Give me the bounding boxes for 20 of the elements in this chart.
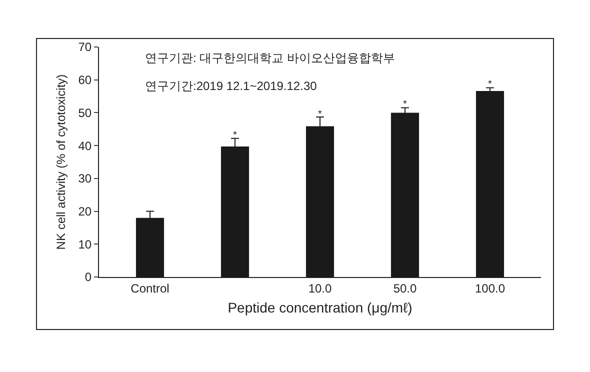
annotation: 연구기간:2019 12.1~2019.12.30 bbox=[145, 79, 318, 93]
y-tick-label: 60 bbox=[78, 73, 92, 88]
y-tick-label: 0 bbox=[84, 270, 92, 284]
y-tick-label: 30 bbox=[78, 172, 92, 186]
annotation: * bbox=[403, 99, 407, 110]
y-tick-label: 10 bbox=[78, 237, 92, 252]
x-tick-label: 100.0 bbox=[474, 281, 506, 296]
x-tick-label: 50.0 bbox=[393, 281, 417, 296]
x-tick-label: 10.0 bbox=[308, 281, 332, 296]
x-axis-title: Peptide concentration (μg/mℓ) bbox=[228, 300, 412, 316]
annotation: * bbox=[488, 79, 492, 90]
y-axis-title: NK cell activity (% of cytotoxicity) bbox=[54, 74, 68, 250]
y-tick-label: 50 bbox=[78, 106, 92, 120]
y-tick-label: 20 bbox=[78, 204, 92, 218]
y-tick-label: 70 bbox=[78, 40, 92, 54]
annotation: * bbox=[233, 130, 237, 141]
annotation: 연구기관: 대구한의대학교 바이오산업융합학부 bbox=[145, 51, 396, 65]
y-tick-label: 40 bbox=[78, 138, 92, 153]
annotation: * bbox=[318, 109, 322, 120]
x-tick-label: Control bbox=[130, 281, 170, 296]
